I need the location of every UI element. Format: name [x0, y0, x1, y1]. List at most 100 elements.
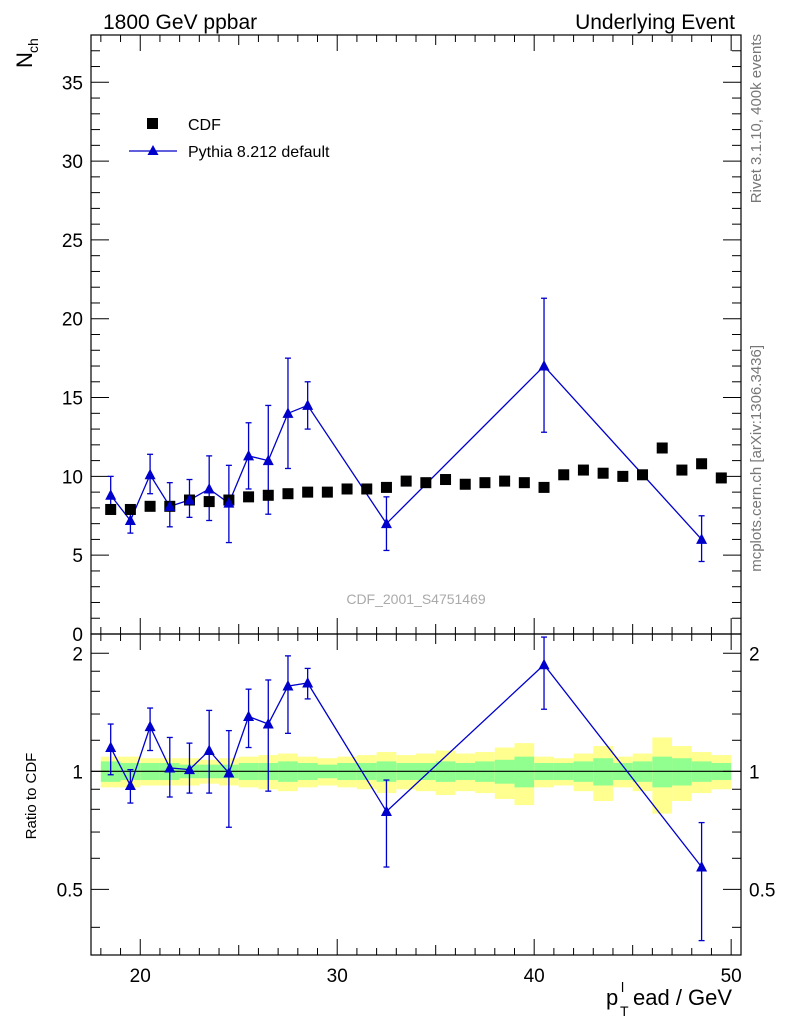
main-ylabel: N ch: [12, 38, 41, 68]
x-tick-label: 50: [721, 966, 742, 987]
ratio-ylabel: Ratio to CDF: [23, 753, 40, 840]
ratio-point: [538, 658, 550, 670]
y-tick-label: 5: [72, 546, 83, 567]
cdf-point: [518, 477, 530, 489]
ratio-y-tick-label: 1: [72, 762, 83, 783]
mc-point: [282, 407, 294, 418]
cdf-point: [282, 488, 294, 500]
cdf-point: [637, 469, 649, 481]
header-right-title: Underlying Event: [575, 11, 735, 34]
mc-series-line: [110, 365, 703, 540]
cdf-point: [440, 474, 452, 486]
cdf-point: [105, 503, 117, 515]
mc-point: [105, 489, 117, 500]
xlabel-sub: T: [620, 1003, 629, 1019]
mc-point: [243, 449, 255, 461]
y-tick-label: 15: [62, 389, 83, 410]
rivet-label: Rivet 3.1.10, 400k events: [748, 34, 765, 203]
cdf-point: [380, 481, 392, 493]
main-marks: [105, 297, 727, 563]
ratio-point: [164, 761, 176, 773]
mc-point: [696, 533, 708, 544]
ratio-bands: [91, 737, 741, 814]
cdf-point: [243, 491, 255, 503]
mc-point: [183, 494, 195, 505]
y-tick-label: 10: [62, 467, 83, 488]
cdf-point: [144, 500, 156, 512]
ratio-point: [380, 805, 392, 816]
y-tick-label: 35: [62, 73, 83, 94]
main-ylabel-text: N: [12, 52, 37, 68]
ratio-point: [183, 763, 195, 775]
x-tick-label: 40: [524, 966, 545, 987]
ratio-point: [282, 680, 294, 691]
main-ylabel-sub: ch: [25, 38, 41, 53]
band-stat-bin: [514, 756, 535, 788]
y-tick-label: 30: [62, 152, 83, 173]
cdf-point: [302, 486, 314, 498]
mc-point: [380, 517, 392, 529]
mc-point: [164, 500, 176, 511]
mc-point: [144, 468, 156, 480]
ratio-point: [144, 720, 156, 732]
mc-point: [302, 399, 314, 410]
cdf-point: [400, 475, 412, 487]
cdf-point: [499, 475, 511, 487]
band-stat-bin: [652, 756, 673, 788]
cdf-point: [321, 486, 333, 498]
ratio-point: [105, 741, 117, 753]
cdf-point: [479, 477, 491, 489]
mc-point: [124, 514, 136, 526]
xlabel: p T l ead / GeV: [606, 979, 732, 1019]
xlabel-sup: l: [621, 979, 624, 995]
cdf-point: [420, 477, 432, 489]
ratio-point: [696, 861, 708, 872]
mc-point: [223, 497, 235, 508]
y-tick-label: 25: [62, 231, 83, 252]
mcplots-label: mcplots.cern.ch [arXiv:1306.3436]: [748, 345, 765, 572]
cdf-point: [696, 458, 708, 470]
ratio-point: [262, 718, 274, 729]
x-tick-label: 20: [130, 966, 151, 987]
ratio-y-tick-label-right: 0.5: [749, 880, 775, 901]
ratio-point: [243, 710, 255, 721]
xlabel-p: p: [606, 985, 618, 1010]
y-tick-label: 0: [72, 625, 83, 646]
cdf-point: [656, 442, 668, 454]
mc-point: [262, 454, 274, 466]
xlabel-rest: ead / GeV: [633, 985, 732, 1010]
cdf-point: [262, 489, 274, 501]
cdf-point: [341, 483, 353, 495]
mc-point: [203, 482, 215, 494]
legend-mc-marker: [147, 145, 159, 155]
header-left-title: 1800 GeV ppbar: [103, 11, 257, 34]
cdf-point: [577, 464, 589, 476]
cdf-point: [597, 467, 609, 479]
ratio-y-tick-label: 0.5: [57, 880, 83, 901]
legend-mc-label: Pythia 8.212 default: [188, 144, 330, 161]
ratio-point: [124, 779, 136, 791]
ratio-series-line: [110, 663, 703, 868]
legend: CDF Pythia 8.212 default: [129, 117, 330, 161]
ratio-y-tick-label-right: 1: [749, 762, 760, 783]
axis-ticks: 20 30 40 50 0 5 10 15 20 25 30 35 0.5 0.5 1 1 2 2: [57, 34, 775, 987]
cdf-point: [558, 469, 570, 481]
ratio-y-tick-label-right: 2: [749, 644, 760, 665]
cdf-point: [459, 478, 471, 490]
cdf-point: [676, 464, 688, 476]
cdf-point: [124, 503, 136, 515]
y-tick-label: 20: [62, 310, 83, 331]
x-tick-label: 30: [327, 966, 348, 987]
ratio-marks: [105, 636, 708, 942]
ratio-point: [223, 767, 235, 778]
ratio-y-tick-label: 2: [72, 644, 83, 665]
cdf-point: [361, 483, 373, 495]
cdf-point: [715, 472, 727, 484]
cdf-point: [617, 470, 629, 482]
ratio-point: [203, 744, 215, 756]
mc-point: [538, 360, 550, 371]
ratio-point: [302, 676, 314, 688]
cdf-point: [203, 496, 215, 508]
legend-data-marker: [147, 118, 158, 129]
